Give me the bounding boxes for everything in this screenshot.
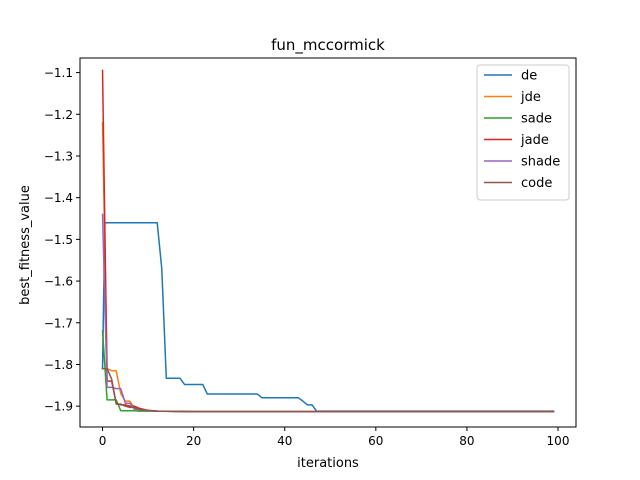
chart-title: fun_mccormick xyxy=(271,36,385,55)
y-tick-label: −1.5 xyxy=(44,233,73,247)
x-tick-label: 100 xyxy=(547,434,570,448)
y-tick-label: −1.3 xyxy=(44,149,73,163)
legend-label-shade: shade xyxy=(521,155,560,170)
y-tick-label: −1.6 xyxy=(44,275,73,289)
y-tick-label: −1.7 xyxy=(44,316,73,330)
x-tick-label: 40 xyxy=(277,434,292,448)
series-line-code xyxy=(101,367,555,413)
x-tick-label: 80 xyxy=(459,434,474,448)
x-tick-label: 60 xyxy=(368,434,383,448)
y-axis-label: best_fitness_value xyxy=(18,185,33,305)
axes-frame xyxy=(79,57,577,428)
legend-label-de: de xyxy=(521,69,537,84)
y-tick-label: −1.8 xyxy=(44,358,73,372)
y-tick-label: −1.9 xyxy=(44,400,73,414)
x-tick-label: 0 xyxy=(99,434,107,448)
y-tick-label: −1.1 xyxy=(44,66,73,80)
series-lines xyxy=(101,69,555,413)
legend-label-jde: jde xyxy=(520,90,541,105)
y-tick-label: −1.4 xyxy=(44,191,73,205)
legend: de jde sade jade shade code xyxy=(476,64,570,201)
legend-box xyxy=(476,64,570,201)
legend-label-sade: sade xyxy=(521,112,552,127)
plot-area: 0 20 40 60 80 100 −1.9 −1.8 −1.7 −1.6 −1.5 −1.4 −1.3… xyxy=(44,57,577,448)
y-tick-label: −1.2 xyxy=(44,108,73,122)
x-axis-label: iterations xyxy=(297,456,359,471)
series-line-de xyxy=(101,221,555,412)
legend-label-code: code xyxy=(521,176,552,191)
legend-label-jade: jade xyxy=(520,133,549,148)
x-tick-label: 20 xyxy=(186,434,201,448)
